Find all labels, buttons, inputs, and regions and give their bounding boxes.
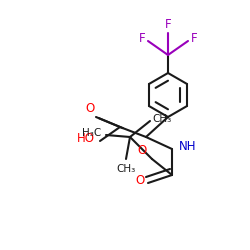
Text: CH₃: CH₃ bbox=[152, 114, 172, 124]
Text: O: O bbox=[86, 102, 94, 114]
Text: F: F bbox=[139, 32, 145, 46]
Text: O: O bbox=[138, 144, 146, 158]
Text: O: O bbox=[136, 174, 144, 188]
Text: F: F bbox=[165, 18, 171, 32]
Text: NH: NH bbox=[179, 140, 197, 153]
Text: F: F bbox=[191, 32, 197, 46]
Text: HO: HO bbox=[77, 132, 95, 145]
Text: H₃C: H₃C bbox=[82, 128, 102, 138]
Text: CH₃: CH₃ bbox=[116, 164, 136, 174]
